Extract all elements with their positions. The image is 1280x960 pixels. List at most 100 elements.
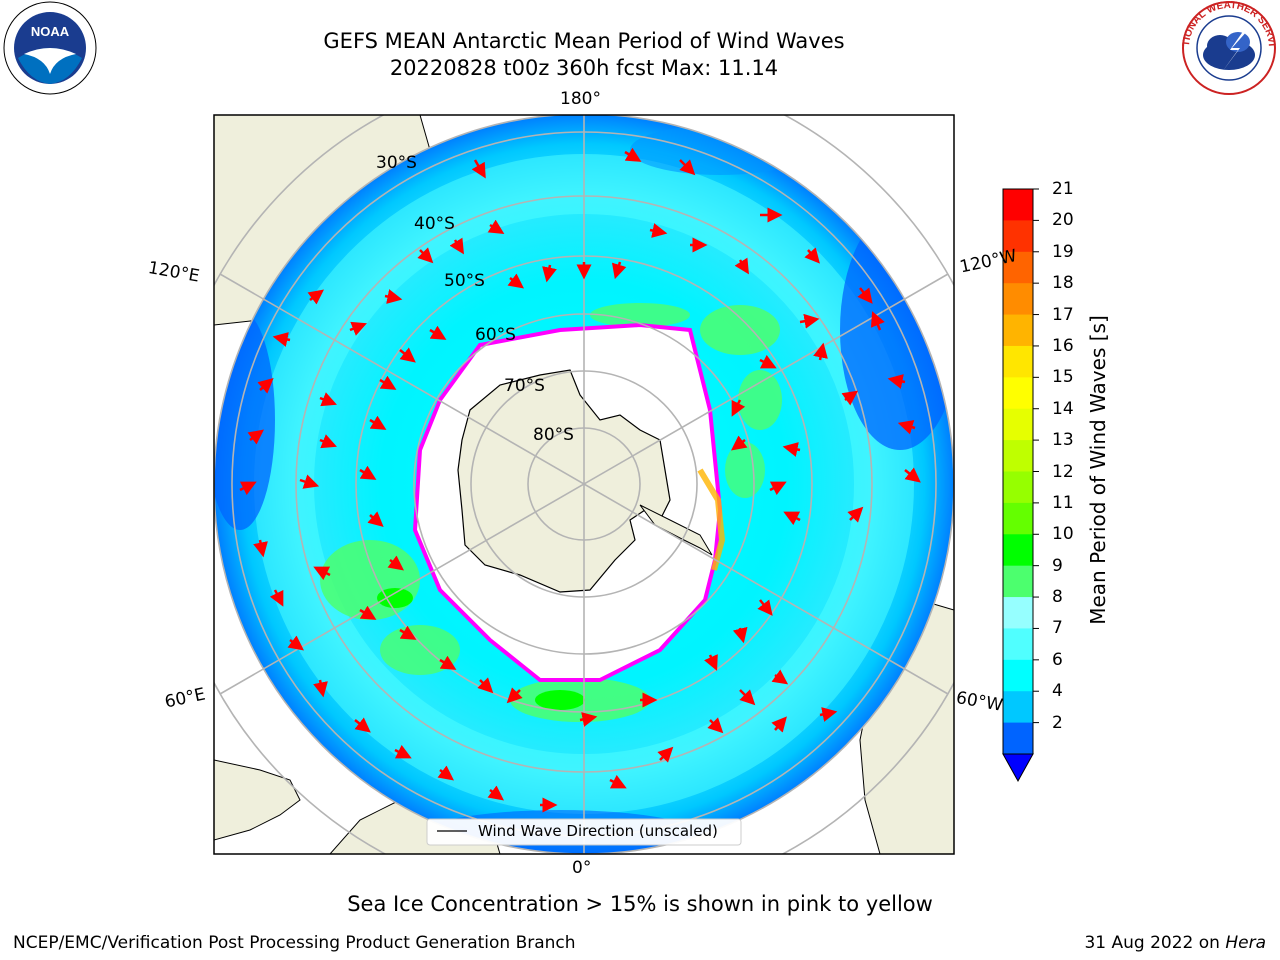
wind-wave-arrows: [239, 147, 921, 813]
arrow-glyph: [734, 257, 749, 275]
arrow-glyph: [847, 506, 864, 523]
arrow-glyph: [359, 605, 377, 620]
colorbar-segment: [1003, 377, 1033, 410]
arrow-glyph: [379, 375, 397, 390]
legend-label: Wind Wave Direction (unscaled): [478, 822, 718, 840]
colorbar-segment: [1003, 251, 1033, 284]
arrow-glyph: [887, 374, 906, 389]
arrow-glyph: [506, 687, 523, 704]
footer-date: 31 Aug 2022 on Hera: [1084, 932, 1266, 954]
arrow-glyph: [437, 765, 454, 781]
arrow-glyph: [657, 746, 674, 763]
colorbar-tick-label: 17: [1052, 304, 1074, 325]
arrow-glyph: [449, 237, 464, 255]
colorbar-tick-label: 4: [1052, 681, 1063, 702]
noaa-logo: NOAA: [3, 1, 97, 95]
colorbar-segment: [1003, 534, 1033, 567]
arrow-glyph: [771, 669, 789, 685]
arrow-glyph: [609, 774, 627, 789]
map-frame: [213, 114, 955, 855]
arrow-glyph: [804, 247, 820, 264]
arrow-glyph: [649, 223, 668, 238]
footer-machine: Hera: [1225, 933, 1266, 953]
arrow-glyph: [819, 707, 838, 722]
colorbar-title: Mean Period of Wind Waves [s]: [1086, 315, 1110, 625]
arrow-glyph: [369, 415, 387, 430]
colorbar-segment: [1003, 220, 1033, 253]
arrow-glyph: [367, 511, 384, 527]
arrow-glyph: [319, 392, 337, 407]
colorbar-segment: [1003, 408, 1033, 441]
colorbar-tick-label: 6: [1052, 649, 1063, 670]
arrow-glyph: [507, 273, 524, 289]
colorbar-segment: [1003, 722, 1033, 755]
arrow-glyph: [471, 159, 486, 179]
arrow-glyph: [417, 247, 434, 264]
colorbar-segment: [1003, 565, 1033, 598]
lat-label-60s: 60°S: [475, 325, 516, 345]
chart-subtitle: 20220828 t00z 360h fcst Max: 11.14: [389, 56, 779, 80]
chart-title: GEFS MEAN Antarctic Mean Period of Wind …: [323, 29, 845, 53]
colorbar-tick-label: 9: [1052, 555, 1063, 576]
arrow-glyph: [399, 347, 416, 363]
arrow-glyph: [487, 785, 504, 801]
colorbar-tick-label: 16: [1052, 335, 1074, 356]
arrow-glyph: [394, 744, 412, 759]
arrow-glyph: [313, 566, 331, 581]
footer-branch: NCEP/EMC/Verification Post Processing Pr…: [13, 933, 576, 953]
colorbar: [1002, 188, 1039, 783]
colorbar-segment: [1003, 189, 1033, 221]
colorbar-tick-label: 8: [1052, 587, 1063, 608]
arrow-glyph: [429, 325, 447, 340]
colorbar-tick-label: 20: [1052, 210, 1074, 231]
arrow-glyph: [579, 712, 598, 727]
arrow-glyph: [387, 555, 404, 571]
colorbar-tick-label: 15: [1052, 367, 1074, 388]
arrow-glyph: [239, 481, 257, 496]
arrow-glyph: [904, 467, 921, 483]
arrow-glyph: [783, 511, 801, 526]
colorbar-segment: [1003, 440, 1033, 472]
lon-label-180: 180°: [560, 89, 601, 109]
arrow-glyph: [870, 311, 885, 331]
colorbar-tick-label: 7: [1052, 618, 1063, 639]
arrow-glyph: [349, 321, 367, 336]
lat-label-40s: 40°S: [414, 214, 455, 234]
arrow-glyph: [439, 655, 457, 670]
arrow-glyph: [704, 654, 718, 671]
arrow-glyph: [813, 342, 828, 361]
arrow-glyph: [707, 717, 724, 734]
arrow-glyph: [757, 599, 773, 616]
colorbar-tick-label: 18: [1052, 273, 1074, 294]
arrow-glyph: [799, 313, 820, 329]
colorbar-tick-label: 12: [1052, 461, 1074, 482]
map-area: [214, 115, 954, 854]
arrow-glyph: [399, 625, 417, 640]
arrow-glyph: [253, 539, 268, 558]
colorbar-segment: [1003, 283, 1033, 316]
lat-label-80s: 80°S: [533, 425, 574, 445]
colorbar-segment: [1003, 502, 1033, 535]
legend: [426, 818, 742, 846]
arrow-glyph: [732, 626, 748, 644]
arrow-glyph: [359, 465, 377, 480]
arrow-glyph: [307, 289, 324, 305]
arrow-glyph: [679, 159, 696, 176]
sea-ice-note: Sea Ice Concentration > 15% is shown in …: [347, 892, 933, 916]
arrow-glyph: [624, 147, 642, 162]
arrow-glyph: [287, 635, 304, 651]
nws-logo: NATIONAL WEATHER SERVICE: [0, 0, 1277, 95]
arrow-glyph: [897, 419, 916, 435]
arrow-glyph: [477, 677, 494, 694]
arrow-glyph: [247, 429, 264, 445]
arrow-glyph: [769, 481, 787, 496]
arrow-glyph: [759, 354, 777, 369]
lon-label-0: 0°: [572, 858, 592, 878]
colorbar-tick-label: 14: [1052, 398, 1074, 419]
colorbar-segment: [1003, 471, 1033, 504]
svg-text:NATIONAL WEATHER SERVICE: NATIONAL WEATHER SERVICE: [0, 0, 1277, 47]
arrow-glyph: [313, 679, 328, 698]
colorbar-segment: [1003, 314, 1033, 347]
svg-text:NOAA: NOAA: [31, 24, 70, 39]
